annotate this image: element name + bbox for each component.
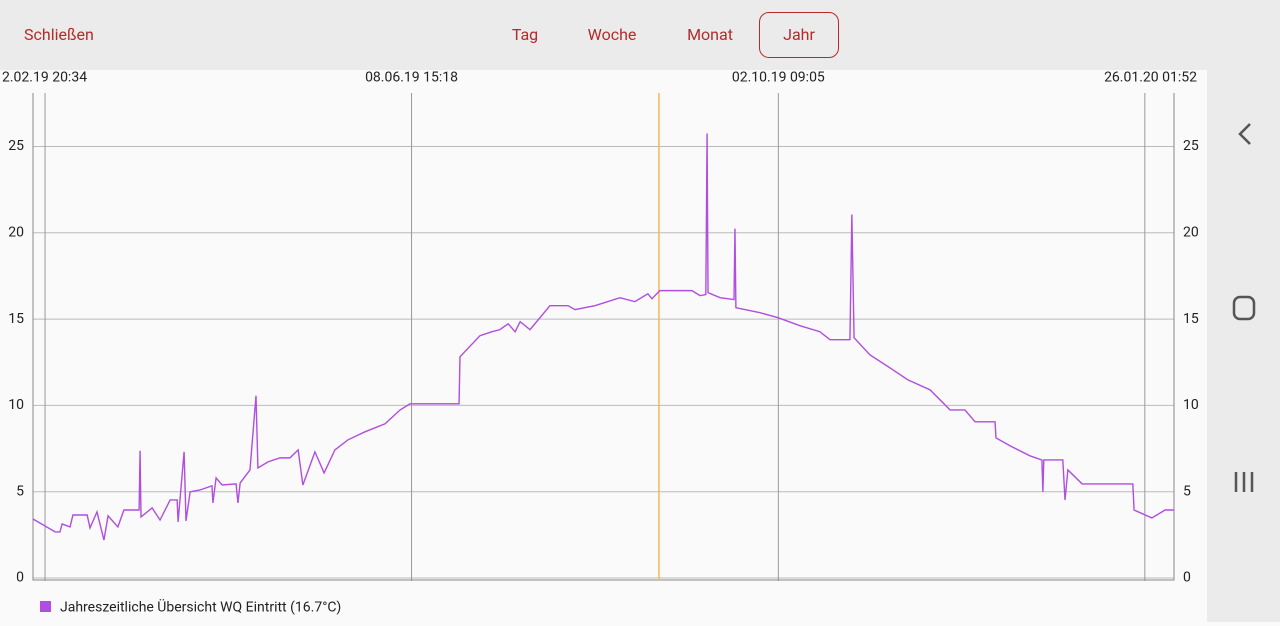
chart: 0 0 5 5 10 10 15 15 20 20 25 25 2.02.19 20:34 08.06.1…	[2, 70, 1199, 616]
tab-active[interactable]: Jahr	[759, 12, 839, 58]
legend-label: Jahreszeitliche Übersicht WQ Eintritt (1…	[60, 599, 341, 616]
nav-icons	[1232, 123, 1256, 492]
y2-tick-label: 25	[1183, 138, 1199, 154]
y-tick-label: 10	[8, 397, 24, 413]
y2-tick-label: 15	[1183, 311, 1199, 327]
tab[interactable]: Monat	[687, 25, 733, 44]
y2-tick-label: 0	[1183, 570, 1191, 586]
y-tick-label: 0	[16, 570, 24, 586]
axis-frame	[32, 93, 1175, 581]
tab[interactable]: Woche	[587, 25, 637, 44]
tab[interactable]: Tag	[511, 25, 539, 44]
x-tick-label: 2.02.19 20:34	[2, 70, 87, 86]
x-tick-label: 26.01.20 01:52	[1104, 70, 1197, 86]
legend-swatch	[40, 601, 51, 612]
y-tick-label: 5	[16, 483, 24, 499]
y2-tick-label: 5	[1183, 483, 1191, 499]
y2-tick-label: 10	[1183, 397, 1199, 413]
nav-bar	[1207, 0, 1280, 622]
y-tick-label: 15	[8, 311, 24, 327]
close-button[interactable]: Schließen	[24, 25, 94, 44]
x-tick-label: 08.06.19 15:18	[365, 70, 458, 86]
x-tick-label: 02.10.19 09:05	[732, 70, 825, 86]
y-tick-label: 25	[8, 138, 24, 154]
header: Schließen Tag Woche Monat Jahr	[0, 0, 1207, 70]
recent-icon[interactable]	[1234, 472, 1254, 492]
y2-tick-label: 20	[1183, 225, 1199, 241]
back-icon[interactable]	[1238, 123, 1251, 145]
y-tick-label: 20	[8, 225, 24, 241]
home-icon[interactable]	[1232, 295, 1256, 321]
data-line	[32, 133, 1174, 541]
